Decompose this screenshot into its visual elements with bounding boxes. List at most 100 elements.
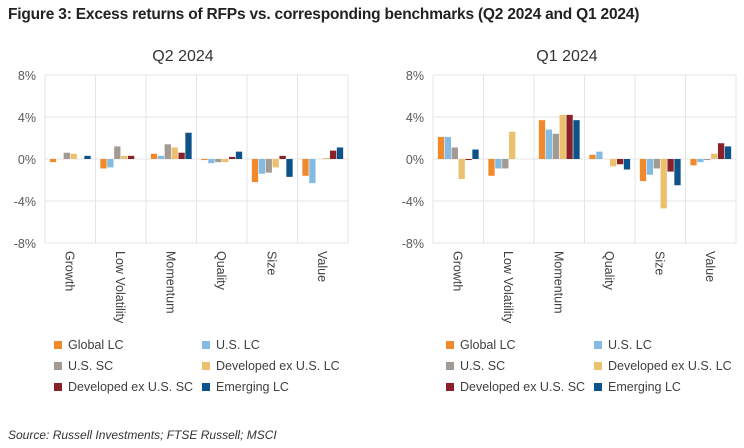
legend-item: U.S. LC <box>202 338 260 356</box>
legend-item: U.S. SC <box>446 359 505 377</box>
x-tick-label: Low Volatility <box>501 251 515 324</box>
bar-developed-ex-u-s-lc-quality <box>222 159 229 163</box>
y-tick-label: -4% <box>14 195 36 209</box>
bar-global-lc-value <box>690 159 697 166</box>
legend-label: Developed ex U.S. SC <box>68 380 194 394</box>
legend-label: Developed ex U.S. LC <box>216 359 340 373</box>
legend-item: Developed ex U.S. SC <box>54 380 193 398</box>
bar-emerging-lc-momentum <box>573 120 580 159</box>
legend-label: Global LC <box>68 338 124 352</box>
bar-u-s-lc-value <box>697 159 704 163</box>
bar-global-lc-growth <box>437 136 445 159</box>
legend-item: Developed ex U.S. LC <box>202 359 340 377</box>
y-tick-label: 0% <box>18 153 36 167</box>
bar-developed-ex-u-s-sc-value <box>717 143 725 159</box>
chart-title: Q2 2024 <box>152 48 213 65</box>
legend-label: Emerging LC <box>216 380 289 394</box>
y-tick-label: 4% <box>18 111 36 125</box>
bar-developed-ex-u-s-lc-growth <box>70 153 77 159</box>
legend-item: Emerging LC <box>594 380 681 398</box>
bar-u-s-lc-size <box>646 159 654 175</box>
bar-developed-ex-u-s-lc-low-volatility <box>509 131 516 159</box>
bar-u-s-lc-momentum <box>545 129 553 159</box>
legend-swatch <box>202 383 210 391</box>
legend-swatch <box>54 362 62 370</box>
bar-emerging-lc-value <box>336 147 344 159</box>
bar-emerging-lc-momentum <box>185 132 192 159</box>
bar-u-s-lc-size <box>258 159 266 174</box>
bar-developed-ex-u-s-sc-momentum <box>178 152 185 159</box>
y-tick-label: 0% <box>406 153 424 167</box>
bar-u-s-sc-low-volatility <box>502 159 509 169</box>
bar-emerging-lc-growth <box>84 155 91 159</box>
figure-title: Figure 3: Excess returns of RFPs vs. cor… <box>8 6 640 23</box>
bar-global-lc-value <box>302 159 309 176</box>
x-tick-label: Quality <box>214 251 228 291</box>
bar-global-lc-quality <box>201 159 208 161</box>
y-tick-label: 8% <box>406 69 424 83</box>
legend-swatch <box>446 383 454 391</box>
bar-emerging-lc-size <box>286 159 293 177</box>
bar-u-s-sc-quality <box>215 159 222 163</box>
legend-swatch <box>594 341 602 349</box>
x-tick-label: Low Volatility <box>113 251 127 324</box>
bar-emerging-lc-growth <box>472 149 479 159</box>
bar-global-lc-size <box>639 159 647 182</box>
legend-swatch <box>202 341 210 349</box>
y-tick-label: -8% <box>402 237 424 251</box>
source-note: Source: Russell Investments; FTSE Russel… <box>8 428 277 442</box>
bar-developed-ex-u-s-sc-momentum <box>566 114 573 159</box>
bar-global-lc-growth <box>49 159 57 163</box>
bar-u-s-sc-low-volatility <box>114 146 121 159</box>
bar-developed-ex-u-s-lc-size <box>660 159 667 209</box>
bar-developed-ex-u-s-sc-size <box>667 159 674 172</box>
legend-swatch <box>594 383 602 391</box>
bar-u-s-lc-value <box>309 159 316 184</box>
bar-developed-ex-u-s-lc-value <box>323 157 330 159</box>
x-tick-label: Value <box>315 251 329 282</box>
legend-label: U.S. LC <box>608 338 652 352</box>
legend-label: Emerging LC <box>608 380 681 394</box>
bar-u-s-lc-quality <box>596 151 603 159</box>
bar-u-s-sc-size <box>653 159 660 169</box>
bar-global-lc-low-volatility <box>100 159 107 169</box>
chart-title: Q1 2024 <box>536 48 597 65</box>
bar-u-s-lc-low-volatility <box>495 159 502 169</box>
x-tick-label: Size <box>652 251 666 275</box>
bar-emerging-lc-quality <box>235 151 243 159</box>
legend-item: Global LC <box>446 338 516 356</box>
chart-panel-q1-2024: Q1 2024 8% 4% 0% -4% -8% Growth Low Volatility M… <box>384 0 744 410</box>
legend-item: Developed ex U.S. SC <box>446 380 585 398</box>
bar-u-s-lc-momentum <box>157 155 165 159</box>
legend-q1-2024: Global LC U.S. LC U.S. SC Developed ex U.S.… <box>446 338 744 402</box>
bar-global-lc-momentum <box>150 153 158 159</box>
legend-item: U.S. SC <box>54 359 113 377</box>
chart-q1-2024: Q1 2024 8% 4% 0% -4% -8% Growth Low Volatility M… <box>402 48 737 324</box>
bar-u-s-sc-momentum <box>164 144 171 159</box>
bar-u-s-sc-growth <box>451 147 458 159</box>
x-tick-label: Growth <box>62 251 76 291</box>
bar-developed-ex-u-s-lc-value <box>711 153 718 159</box>
legend-label: Developed ex U.S. SC <box>460 380 586 394</box>
legend-label: U.S. SC <box>68 359 114 373</box>
chart-q2-2024: Q2 2024 8% 4% 0% -4% -8% Growth Low Volatility M… <box>14 48 349 324</box>
bar-developed-ex-u-s-sc-quality <box>228 156 236 159</box>
legend-item: Developed ex U.S. LC <box>594 359 732 377</box>
bar-global-lc-quality <box>589 154 596 159</box>
legend-swatch <box>54 341 62 349</box>
y-tick-label: 8% <box>18 69 36 83</box>
bar-developed-ex-u-s-lc-low-volatility <box>121 155 128 159</box>
y-tick-label: -8% <box>14 237 36 251</box>
x-tick-label: Value <box>703 251 717 282</box>
bar-developed-ex-u-s-lc-quality <box>610 159 617 167</box>
legend-label: U.S. SC <box>460 359 506 373</box>
bar-u-s-sc-momentum <box>552 133 559 159</box>
legend-swatch <box>594 362 602 370</box>
legend-item: Emerging LC <box>202 380 289 398</box>
bar-developed-ex-u-s-sc-size <box>279 155 286 159</box>
legend-swatch <box>202 362 210 370</box>
bar-global-lc-momentum <box>538 120 546 159</box>
legend-swatch <box>446 341 454 349</box>
x-tick-label: Momentum <box>163 251 177 314</box>
bar-developed-ex-u-s-lc-size <box>272 159 279 168</box>
